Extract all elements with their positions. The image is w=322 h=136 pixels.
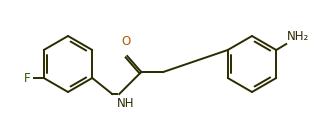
Text: NH₂: NH₂ [287,30,309,43]
Text: O: O [122,35,131,48]
Text: F: F [24,72,31,84]
Text: NH: NH [117,97,135,110]
